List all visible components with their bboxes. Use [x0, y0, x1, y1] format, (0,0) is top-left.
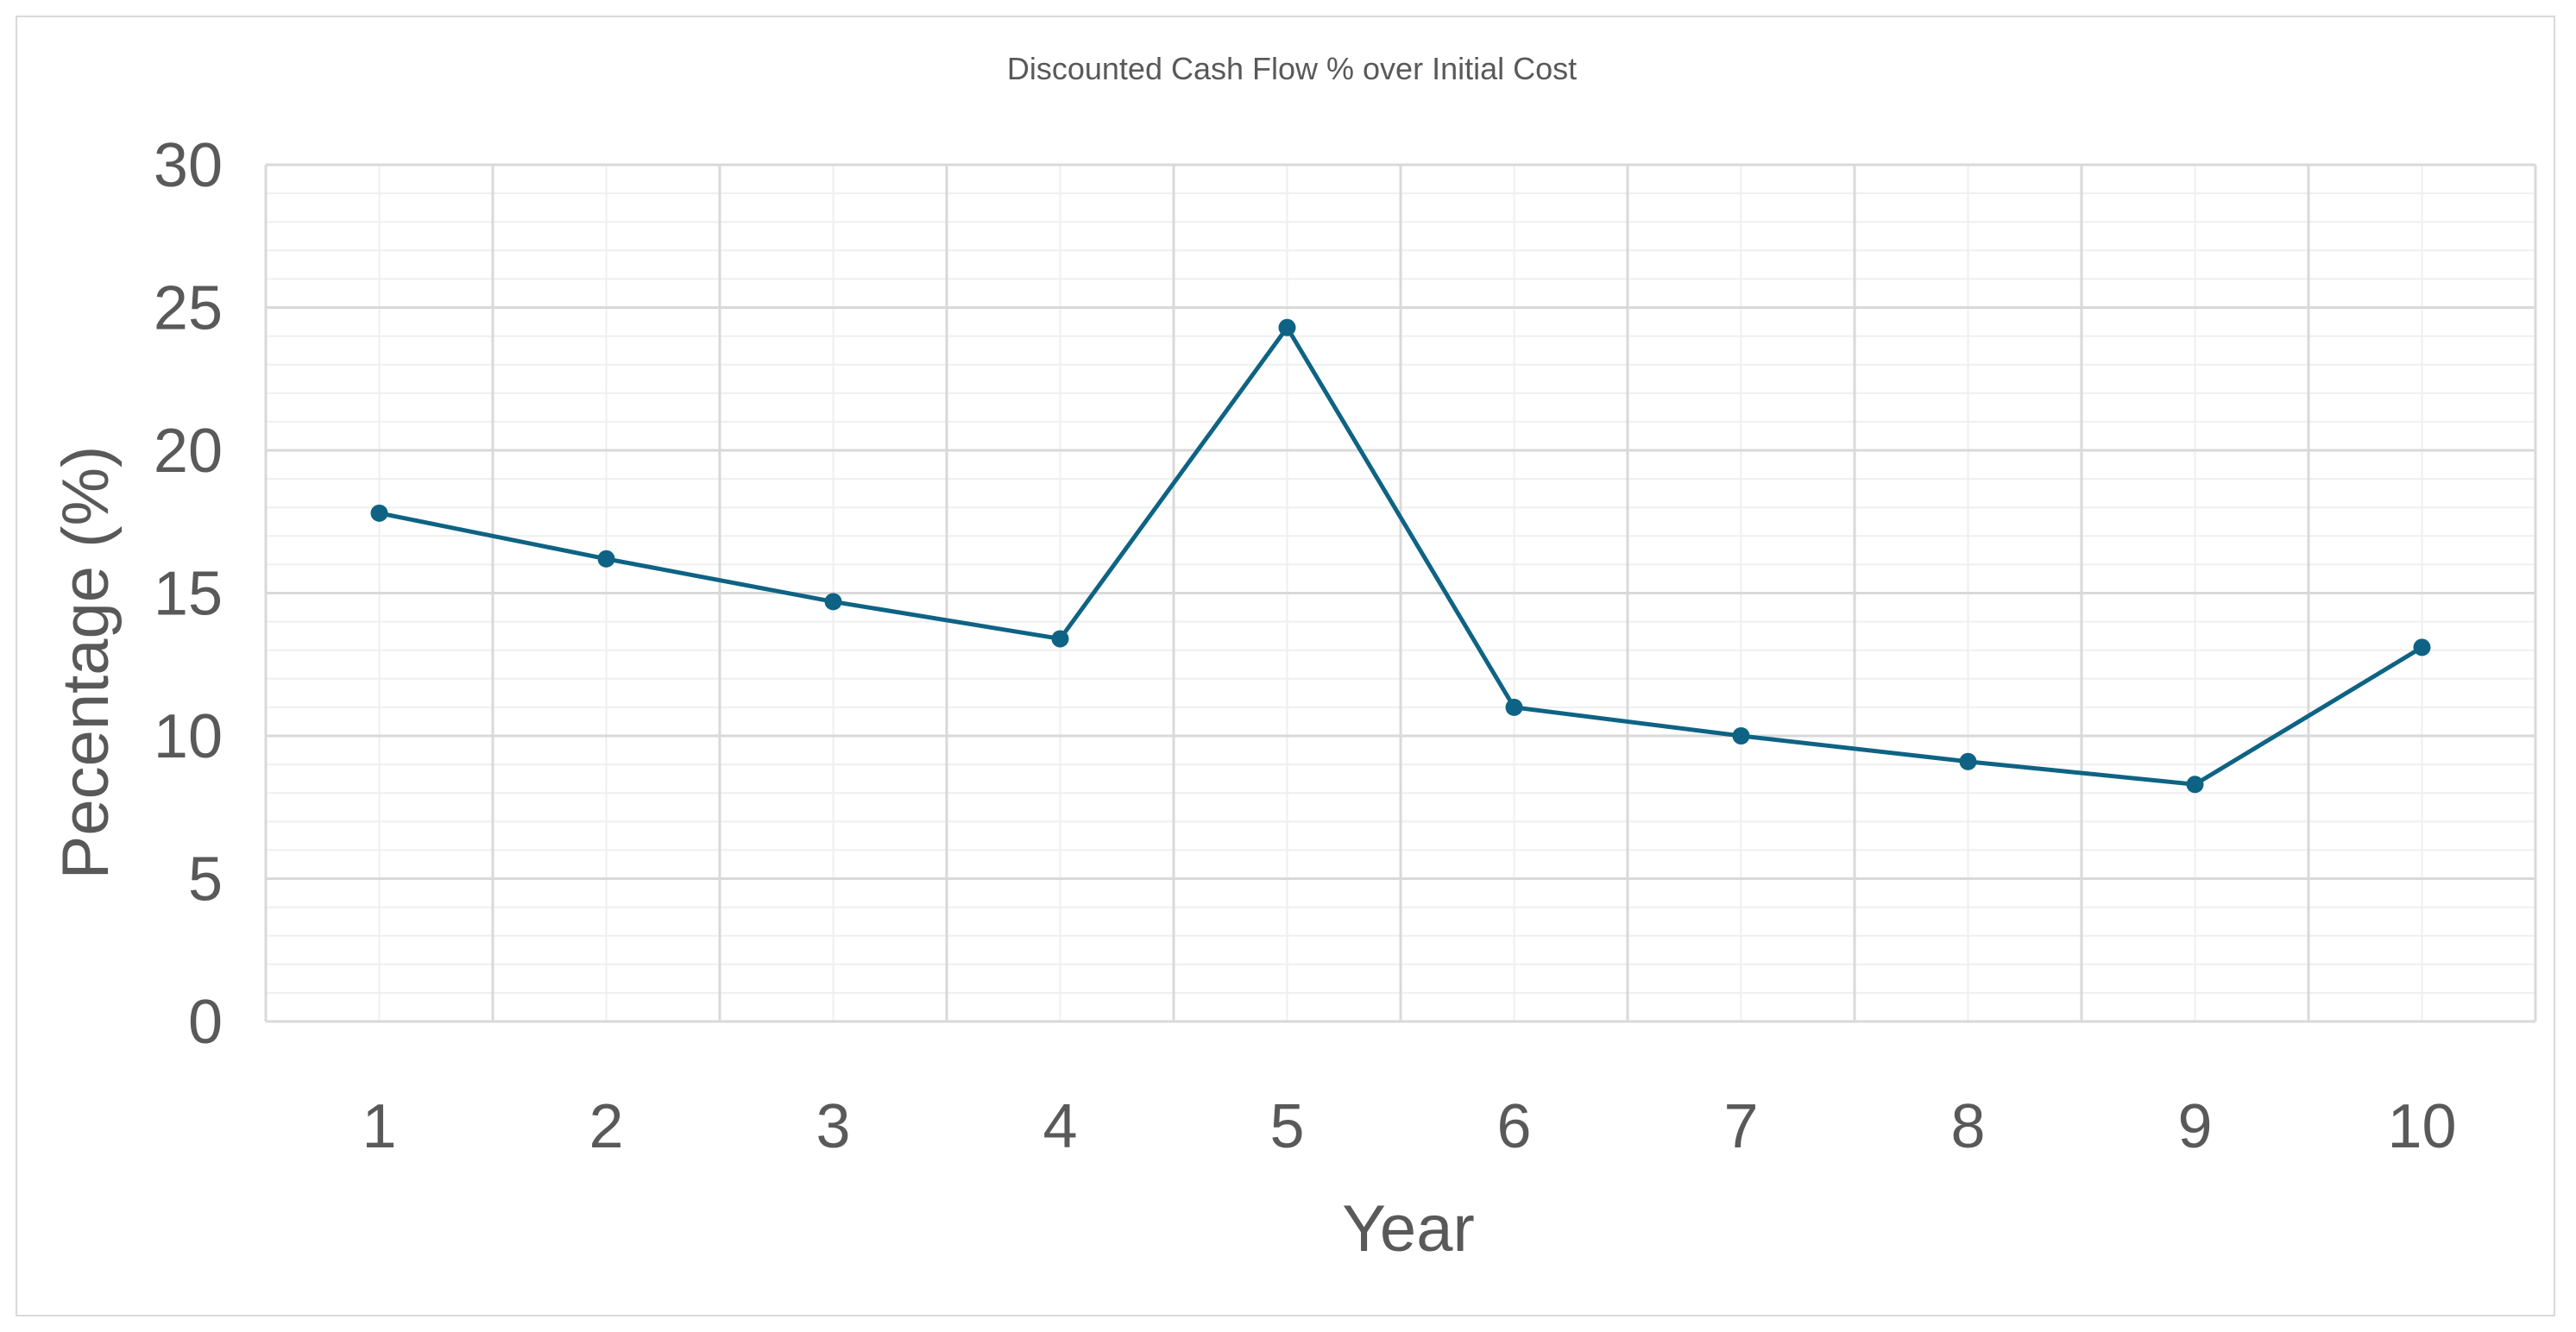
chart-area: Discounted Cash Flow % over Initial Cost…	[16, 16, 2555, 1316]
x-tick-label: 10	[2387, 1092, 2456, 1161]
x-tick-label: 8	[1950, 1092, 1985, 1161]
y-tick-label: 30	[154, 131, 223, 200]
y-axis-title: Pecentage (%)	[49, 446, 123, 880]
data-point	[824, 593, 842, 611]
x-tick-label: 2	[589, 1092, 623, 1161]
chart-title: Discounted Cash Flow % over Initial Cost	[1007, 51, 1577, 86]
data-point	[1505, 698, 1523, 716]
x-tick-label: 3	[816, 1092, 850, 1161]
y-tick-label: 25	[154, 274, 223, 343]
data-point	[2413, 638, 2431, 657]
data-point	[1051, 630, 1069, 648]
y-tick-labels: 0 5 10 15 20 25 30	[154, 131, 223, 1057]
x-tick-label: 7	[1723, 1092, 1758, 1161]
series-line	[379, 325, 2423, 787]
y-tick-label: 0	[188, 988, 223, 1057]
data-point	[1732, 727, 1750, 745]
y-tick-label: 20	[154, 417, 223, 486]
x-tick-label: 5	[1269, 1092, 1304, 1161]
x-axis-title: Year	[1342, 1192, 1475, 1266]
data-point	[2186, 776, 2204, 794]
x-tick-label: 9	[2177, 1092, 2212, 1161]
series-layer	[370, 318, 2431, 794]
data-point	[370, 504, 388, 522]
y-tick-label: 10	[154, 702, 223, 771]
chart-svg: Discounted Cash Flow % over Initial Cost…	[49, 51, 2537, 1266]
data-point	[1959, 752, 1977, 770]
x-tick-labels: 1 2 3 4 5 6 7 8 9 10	[362, 1092, 2456, 1161]
data-point	[597, 550, 615, 568]
y-tick-label: 5	[188, 845, 223, 914]
y-tick-label: 15	[154, 560, 223, 629]
x-tick-label: 1	[362, 1092, 396, 1161]
x-tick-label: 4	[1042, 1092, 1077, 1161]
x-tick-label: 6	[1496, 1092, 1531, 1161]
grid	[264, 163, 2537, 1023]
data-point	[1278, 318, 1296, 336]
